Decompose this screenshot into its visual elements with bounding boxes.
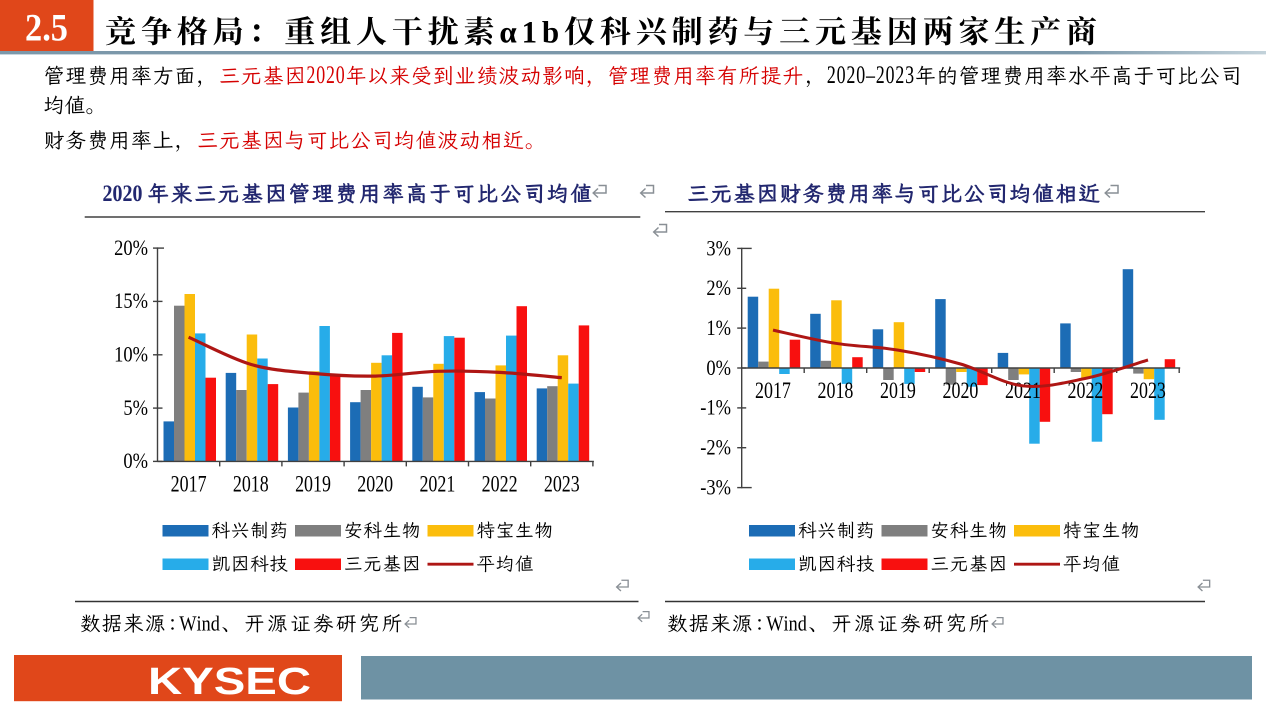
svg-text:2%: 2% [706,277,731,301]
svg-text:0%: 0% [706,356,731,380]
svg-text:2020: 2020 [357,471,393,497]
svg-text:KYSEC: KYSEC [148,661,311,703]
svg-text:2018: 2018 [233,471,269,497]
svg-text:15%: 15% [114,290,148,314]
svg-text:20%: 20% [114,237,148,261]
svg-text:2021: 2021 [419,471,455,497]
svg-text:2017: 2017 [755,378,791,404]
svg-text:2.5: 2.5 [25,5,68,49]
svg-text:10%: 10% [114,343,148,367]
svg-text:-2%: -2% [700,436,731,460]
svg-text:2018: 2018 [818,378,854,404]
svg-text:2019: 2019 [880,378,916,404]
svg-text:2017: 2017 [171,471,207,497]
svg-text:2020: 2020 [943,378,979,404]
svg-text:2023: 2023 [544,471,580,497]
svg-text:-1%: -1% [700,396,731,420]
svg-text:0%: 0% [123,450,148,474]
svg-text:3%: 3% [706,237,731,261]
svg-text:5%: 5% [123,396,148,420]
svg-text:1%: 1% [706,317,731,341]
svg-text:2019: 2019 [295,471,331,497]
svg-text:2023: 2023 [1130,378,1166,404]
svg-text:-3%: -3% [700,476,731,500]
svg-text:2022: 2022 [482,471,518,497]
